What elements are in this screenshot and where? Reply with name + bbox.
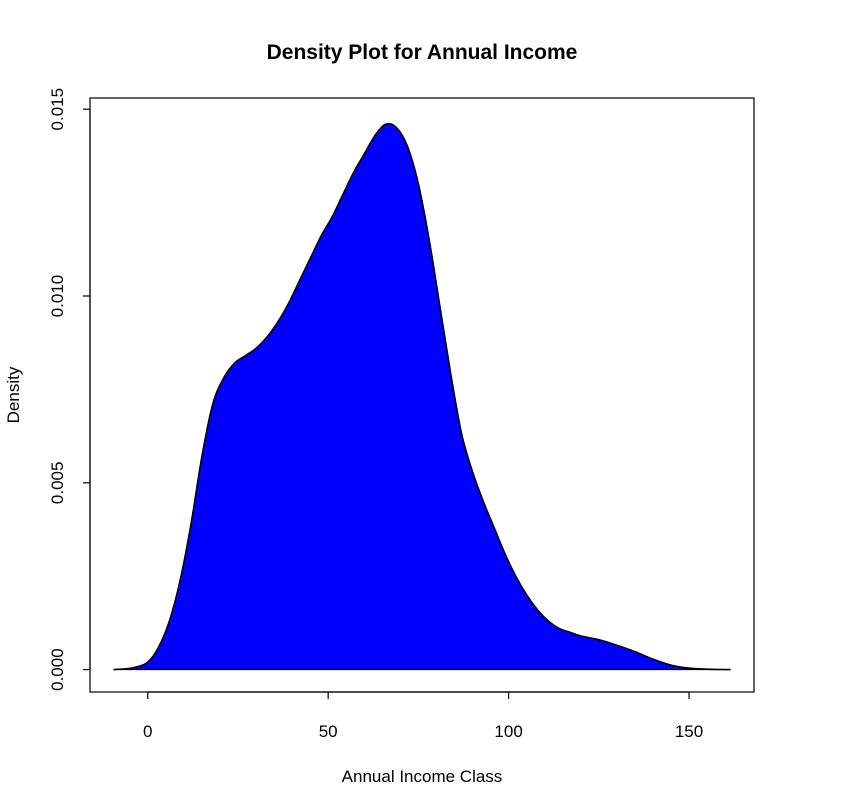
- x-axis-label: Annual Income Class: [342, 767, 503, 786]
- y-axis: 0.000 0.005 0.010 0.015: [48, 88, 91, 691]
- x-tick-label: 150: [675, 722, 703, 741]
- density-area-fill: [113, 123, 731, 670]
- chart-title: Density Plot for Annual Income: [267, 41, 578, 64]
- x-axis: 0 50 100 150: [143, 691, 703, 741]
- x-tick-label: 100: [494, 722, 522, 741]
- y-tick-label: 0.000: [48, 648, 67, 691]
- x-tick-label: 0: [143, 722, 152, 741]
- x-tick-label: 50: [319, 722, 338, 741]
- plot-area: [113, 122, 731, 671]
- y-axis-label: Density: [4, 366, 23, 423]
- density-curve-line: [113, 122, 731, 671]
- y-tick-label: 0.010: [48, 275, 67, 318]
- y-tick-label: 0.015: [48, 88, 67, 131]
- y-tick-label: 0.005: [48, 462, 67, 505]
